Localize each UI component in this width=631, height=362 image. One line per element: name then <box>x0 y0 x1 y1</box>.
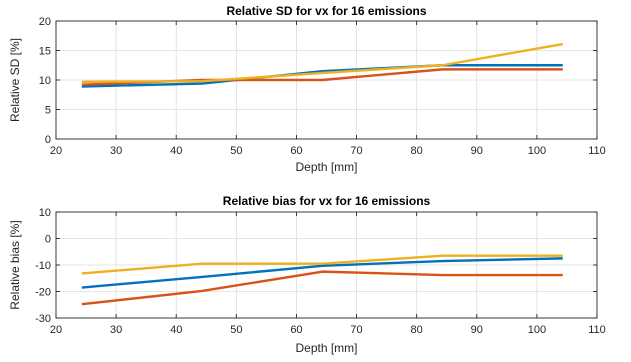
sd-x-tick-label: 90 <box>471 145 483 157</box>
bias-chart-title: Relative bias for vx for 16 emissions <box>223 194 431 208</box>
bias-x-tick-label: 20 <box>50 324 62 336</box>
bias-x-tick-label: 40 <box>170 324 182 336</box>
bias-x-tick-label: 50 <box>230 324 242 336</box>
bias-y-tick-label: -20 <box>35 287 51 299</box>
sd-series-3-line <box>81 42 563 83</box>
bias-series-1-line <box>81 257 563 289</box>
bias-x-tick-label: 90 <box>471 324 483 336</box>
bias-y-tick-label: -10 <box>35 260 51 272</box>
sd-y-tick-label: 15 <box>39 46 51 58</box>
bias-series-3-line <box>81 254 563 275</box>
sd-y-tick-label: 10 <box>39 75 51 87</box>
sd-y-tick-label: 0 <box>45 134 51 146</box>
sd-x-tick-label: 50 <box>230 145 242 157</box>
sd-x-tick-label: 100 <box>528 145 546 157</box>
bias-x-tick-label: 110 <box>588 324 606 336</box>
sd-y-tick-label: 5 <box>45 105 51 117</box>
sd-chart-title: Relative SD for vx for 16 emissions <box>226 4 426 18</box>
sd-x-tick-label: 110 <box>588 145 606 157</box>
bias-x-axis-label: Depth [mm] <box>295 341 357 355</box>
bias-x-tick-label: 30 <box>110 324 122 336</box>
sd-y-tick-label: 20 <box>39 16 51 28</box>
sd-series-1-line <box>81 64 563 88</box>
sd-x-axis-label: Depth [mm] <box>295 160 357 174</box>
sd-x-tick-label: 20 <box>50 145 62 157</box>
bias-x-tick-label: 100 <box>528 324 546 336</box>
sd-y-axis-label: Relative SD [%] <box>8 38 22 122</box>
sd-x-tick-label: 80 <box>411 145 423 157</box>
bias-x-tick-label: 60 <box>290 324 302 336</box>
bias-series-2-line <box>81 270 563 306</box>
bias-subplot: 20 30 40 50 60 70 80 90 100 110 -30 -20 -10 0 10 Relati… <box>8 194 606 355</box>
bias-y-axis-label: Relative bias [%] <box>8 220 22 309</box>
sd-x-tick-label: 60 <box>290 145 302 157</box>
bias-x-tick-label: 70 <box>350 324 362 336</box>
sd-x-tick-label: 30 <box>110 145 122 157</box>
sd-x-tick-label: 70 <box>350 145 362 157</box>
bias-y-tick-label: -30 <box>35 313 51 325</box>
bias-y-tick-label: 10 <box>39 207 51 219</box>
sd-subplot: 20 30 40 50 60 70 80 90 100 110 0 5 10 15 20 Relative S… <box>8 4 606 174</box>
bias-x-tick-label: 80 <box>411 324 423 336</box>
sd-x-tick-label: 40 <box>170 145 182 157</box>
bias-y-tick-label: 0 <box>45 234 51 246</box>
